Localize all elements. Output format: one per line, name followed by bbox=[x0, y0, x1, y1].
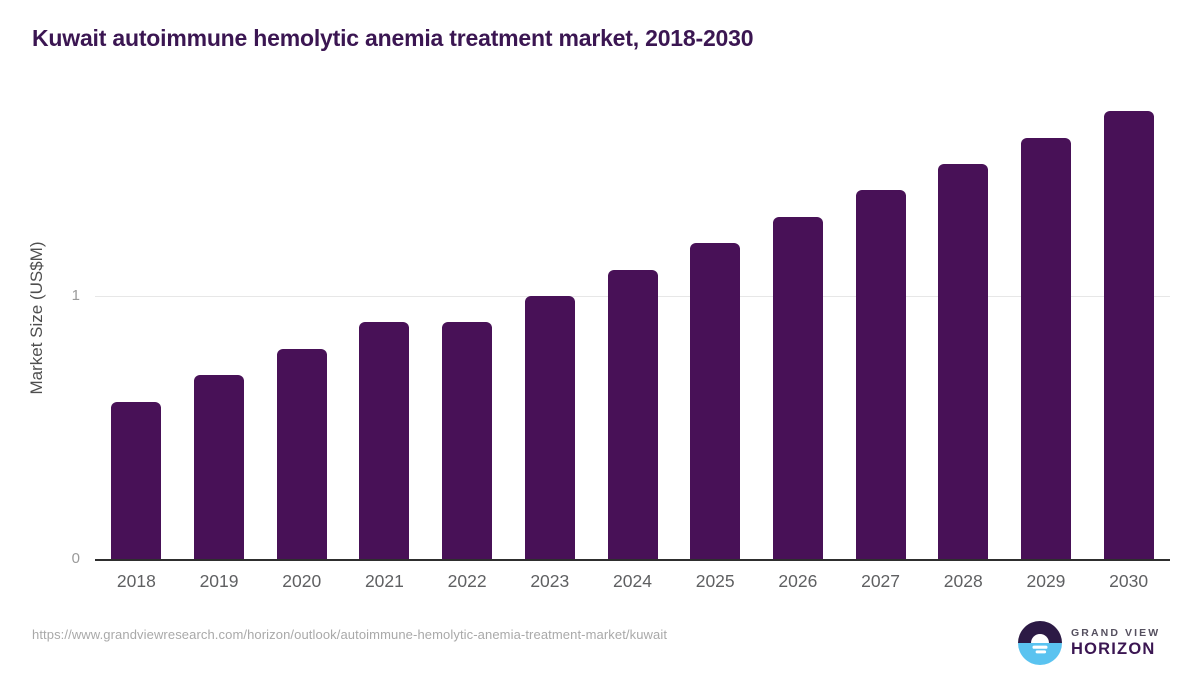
x-axis-labels: 2018 2019 2020 2021 2022 2023 2024 2025 2026 2027… bbox=[95, 571, 1170, 595]
x-tick-label-2028: 2028 bbox=[943, 571, 983, 591]
x-tick-label-2029: 2029 bbox=[1026, 571, 1066, 591]
bar-2028 bbox=[938, 164, 989, 560]
brand-name-bottom: HORIZON bbox=[1071, 640, 1156, 658]
y-tick-label-1: 1 bbox=[71, 287, 80, 304]
bar-2019 bbox=[194, 375, 245, 560]
bar-2024 bbox=[607, 270, 658, 560]
brand-name-top: GRAND VIEW bbox=[1071, 627, 1161, 639]
x-axis-line bbox=[95, 559, 1170, 561]
plot-area bbox=[95, 96, 1170, 561]
x-tick-label-2018: 2018 bbox=[116, 571, 156, 591]
x-tick-label-2021: 2021 bbox=[364, 571, 404, 591]
y-tick-label-0: 0 bbox=[71, 550, 80, 567]
bar-2030 bbox=[1103, 111, 1154, 560]
x-tick-label-2020: 2020 bbox=[282, 571, 322, 591]
brand-text: GRAND VIEW HORIZON bbox=[1071, 627, 1160, 659]
y-axis-title: Market Size (US$M) bbox=[27, 241, 46, 395]
bar-2025 bbox=[690, 243, 741, 560]
horizon-sun-icon bbox=[1018, 621, 1062, 665]
bar-2027 bbox=[855, 190, 906, 560]
bar-2026 bbox=[772, 217, 823, 560]
source-url: https://www.grandviewresearch.com/horizo… bbox=[32, 627, 668, 642]
x-tick-label-2024: 2024 bbox=[613, 571, 652, 591]
x-tick-label-2022: 2022 bbox=[447, 571, 487, 591]
bar-2020 bbox=[276, 349, 327, 560]
x-tick-label-2027: 2027 bbox=[861, 571, 901, 591]
x-tick-label-2030: 2030 bbox=[1109, 571, 1149, 591]
x-tick-label-2026: 2026 bbox=[778, 571, 818, 591]
bar-2023 bbox=[524, 296, 575, 560]
bar-2029 bbox=[1020, 138, 1071, 560]
bar-2018 bbox=[111, 402, 162, 560]
bar-2022 bbox=[442, 322, 493, 560]
x-tick-label-2019: 2019 bbox=[199, 571, 239, 591]
brand-logo: GRAND VIEW HORIZON bbox=[1018, 620, 1160, 666]
bar-2021 bbox=[359, 322, 410, 560]
x-tick-label-2025: 2025 bbox=[695, 571, 735, 591]
chart-title: Kuwait autoimmune hemolytic anemia treat… bbox=[32, 25, 754, 51]
x-tick-label-2023: 2023 bbox=[530, 571, 570, 591]
